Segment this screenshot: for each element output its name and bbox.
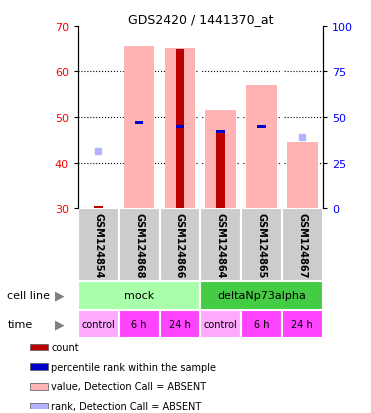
Text: GSM124868: GSM124868	[134, 212, 144, 278]
Text: control: control	[82, 319, 115, 329]
Bar	[119, 310, 160, 339]
Text: ▶: ▶	[55, 289, 64, 302]
Text: control: control	[204, 319, 237, 329]
Text: percentile rank within the sample: percentile rank within the sample	[51, 362, 216, 372]
Text: GSM124866: GSM124866	[175, 212, 185, 277]
Text: ▶: ▶	[55, 318, 64, 331]
Bar	[160, 310, 200, 339]
Bar	[282, 310, 323, 339]
Text: cell line: cell line	[7, 290, 50, 300]
Text: 6 h: 6 h	[254, 319, 269, 329]
Bar	[241, 310, 282, 339]
Text: GSM124865: GSM124865	[257, 212, 266, 277]
Bar	[30, 383, 48, 389]
Bar	[175, 50, 184, 209]
Text: rank, Detection Call = ABSENT: rank, Detection Call = ABSENT	[51, 401, 201, 411]
Bar	[246, 86, 277, 209]
Text: 24 h: 24 h	[292, 319, 313, 329]
Text: count: count	[51, 342, 79, 352]
Text: value, Detection Call = ABSENT: value, Detection Call = ABSENT	[51, 382, 207, 392]
Bar	[78, 310, 119, 339]
Bar	[94, 206, 103, 209]
Bar	[206, 111, 236, 209]
Bar	[200, 281, 323, 310]
Bar	[78, 209, 119, 281]
Bar	[119, 209, 160, 281]
Text: deltaNp73alpha: deltaNp73alpha	[217, 290, 306, 300]
Text: GSM124864: GSM124864	[216, 212, 226, 277]
Bar	[216, 133, 225, 209]
Text: GSM124867: GSM124867	[298, 212, 307, 277]
Bar	[216, 131, 225, 133]
Bar	[165, 49, 195, 209]
Bar	[124, 47, 154, 209]
Bar	[30, 403, 48, 409]
Bar	[135, 121, 144, 125]
Bar	[30, 344, 48, 350]
Bar	[175, 126, 184, 129]
Text: GSM124854: GSM124854	[93, 212, 103, 277]
Bar	[160, 209, 200, 281]
Bar	[78, 281, 200, 310]
Bar	[241, 209, 282, 281]
Text: time: time	[7, 319, 33, 329]
Bar	[200, 209, 241, 281]
Bar	[200, 310, 241, 339]
Bar	[30, 363, 48, 370]
Bar	[282, 209, 323, 281]
Text: 24 h: 24 h	[169, 319, 191, 329]
Text: mock: mock	[124, 290, 154, 300]
Bar	[257, 126, 266, 129]
Title: GDS2420 / 1441370_at: GDS2420 / 1441370_at	[128, 13, 273, 26]
Bar	[287, 143, 318, 209]
Text: 6 h: 6 h	[131, 319, 147, 329]
